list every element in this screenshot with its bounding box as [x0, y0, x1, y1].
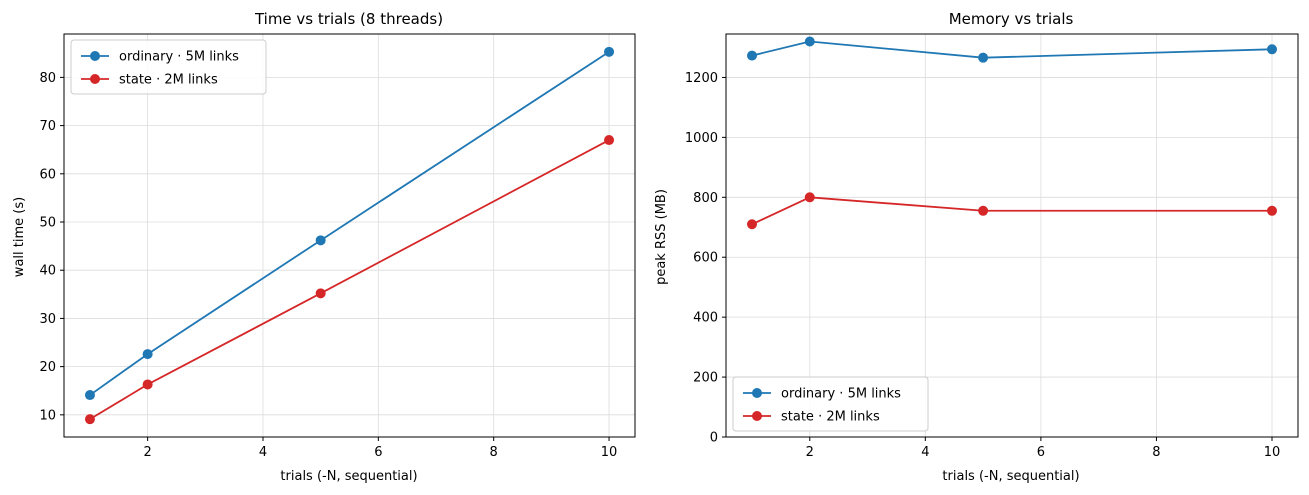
y-tick-label: 10	[39, 408, 56, 423]
y-tick-label: 30	[39, 312, 56, 327]
y-tick-label: 800	[693, 191, 718, 206]
x-tick-label: 4	[259, 445, 267, 460]
y-tick-label: 600	[693, 251, 718, 266]
series-line	[89, 51, 610, 396]
legend-entry: state · 2M links	[743, 410, 880, 425]
memory-vs-trials-chart: Memory vs trials trials (-N, sequential)…	[654, 10, 1299, 484]
x-tick-label: 8	[490, 445, 498, 460]
legend-marker	[752, 388, 762, 398]
y-tick-label: 70	[39, 119, 56, 134]
data-point	[978, 52, 989, 63]
y-tick-label: 1000	[685, 131, 718, 146]
series-line	[89, 139, 610, 420]
data-point	[747, 50, 757, 61]
data-point	[604, 46, 615, 57]
x-tick-label: 2	[143, 445, 151, 460]
data-point	[804, 192, 815, 203]
x-tick-label: 2	[806, 445, 814, 460]
x-tick-label: 6	[1037, 445, 1045, 460]
legend: ordinary · 5M links state · 2M links	[732, 376, 929, 432]
x-tick-label: 8	[1152, 445, 1160, 460]
y-tick-label: 80	[39, 71, 56, 86]
y-axis-label: peak RSS (MB)	[654, 189, 669, 285]
legend-marker	[90, 74, 100, 84]
y-tick-label: 400	[693, 311, 718, 326]
data-point	[978, 205, 989, 216]
legend-entry: ordinary · 5M links	[81, 50, 239, 65]
series-1	[747, 192, 1277, 230]
x-axis-label: trials (-N, sequential)	[280, 469, 417, 484]
legend-marker	[752, 411, 762, 421]
legend-box	[70, 39, 267, 95]
x-tick-label: 10	[601, 445, 618, 460]
y-tick-label: 0	[710, 431, 718, 446]
data-point	[1267, 205, 1277, 216]
legend-entry: state · 2M links	[81, 73, 218, 88]
data-point	[804, 36, 815, 47]
y-tick-label: 40	[39, 264, 56, 279]
y-tick-label: 60	[39, 167, 56, 182]
data-point	[747, 219, 757, 230]
y-tick-label: 50	[39, 216, 56, 231]
legend-label: ordinary · 5M links	[119, 50, 239, 65]
grid	[64, 34, 635, 437]
plot-area-frame	[63, 33, 636, 438]
data-point	[315, 288, 326, 299]
series-1	[84, 135, 615, 425]
chart-title: Memory vs trials	[949, 10, 1074, 28]
series-line	[751, 40, 1273, 59]
time-vs-trials-chart: Time vs trials (8 threads) trials (-N, s…	[12, 10, 636, 484]
data-point	[84, 390, 95, 401]
data-point	[142, 379, 153, 390]
data-point	[604, 135, 615, 146]
x-tick-label: 6	[374, 445, 382, 460]
series-0	[747, 36, 1277, 63]
y-axis-label: wall time (s)	[12, 197, 27, 277]
legend-entry: ordinary · 5M links	[743, 387, 901, 402]
y-tick-label: 200	[693, 371, 718, 386]
data-point	[142, 349, 153, 360]
chart-title: Time vs trials (8 threads)	[254, 10, 443, 28]
data-point	[84, 414, 95, 425]
series-0	[84, 46, 615, 401]
legend-box	[732, 376, 929, 432]
y-tick-label: 1200	[685, 71, 718, 86]
x-tick-label: 10	[1264, 445, 1281, 460]
data-point	[1267, 44, 1277, 55]
x-axis-label: trials (-N, sequential)	[942, 469, 1079, 484]
legend-label: ordinary · 5M links	[781, 387, 901, 402]
legend-label: state · 2M links	[119, 73, 218, 88]
legend-marker	[90, 51, 100, 61]
x-tick-label: 4	[921, 445, 929, 460]
series-line	[751, 196, 1272, 226]
plot-area-frame	[725, 33, 1299, 438]
data-point	[315, 235, 326, 246]
legend: ordinary · 5M links state · 2M links	[70, 39, 267, 95]
y-tick-label: 20	[39, 360, 56, 375]
legend-label: state · 2M links	[781, 410, 880, 425]
